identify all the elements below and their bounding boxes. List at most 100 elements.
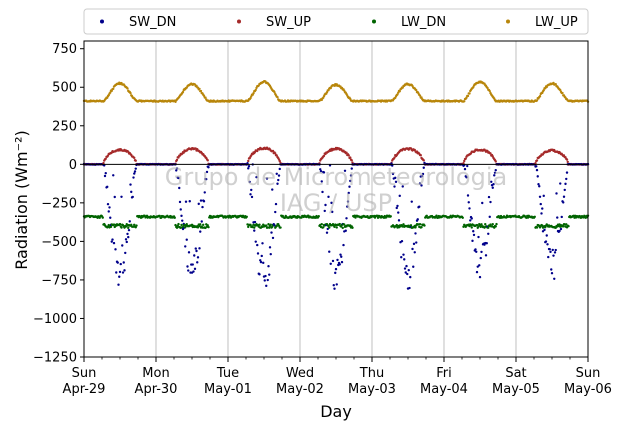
sw-dn-point: [340, 260, 344, 264]
sw-dn-point: [188, 200, 191, 203]
sw-dn-point: [270, 231, 273, 234]
legend-label: LW_UP: [535, 15, 578, 30]
sw-dn-point: [410, 200, 413, 203]
sw-dn-point: [480, 250, 483, 254]
sw-dn-point: [348, 185, 351, 188]
y-tick-label: −250: [41, 196, 77, 211]
sw-dn-point: [559, 227, 563, 231]
sw-up-point: [419, 154, 422, 157]
sw-dn-point: [535, 165, 538, 168]
x-tick-label-date: May-04: [420, 382, 468, 397]
lw-dn-point: [425, 214, 428, 217]
sw-dn-point: [265, 284, 268, 288]
sw-dn-point: [488, 215, 491, 219]
sw-dn-point: [329, 262, 332, 265]
sw-dn-point: [259, 260, 263, 264]
sw-dn-point: [198, 247, 201, 250]
sw-dn-point: [466, 164, 469, 168]
sw-dn-point: [260, 254, 263, 258]
sw-dn-point: [113, 195, 116, 199]
sw-dn-point: [467, 201, 470, 204]
sw-dn-point: [481, 201, 484, 205]
sw-dn-point: [398, 194, 401, 198]
sw-dn-point: [400, 256, 403, 259]
y-tick-label: 500: [52, 81, 77, 96]
sw-dn-point: [538, 195, 542, 198]
legend-box: [83, 8, 589, 35]
sw-dn-point: [112, 174, 115, 177]
sw-up-point: [133, 156, 136, 160]
sw-dn-point: [334, 271, 337, 275]
legend-label: SW_DN: [129, 15, 176, 30]
y-tick-label: −750: [41, 273, 77, 288]
x-tick-label-day: Mon: [142, 366, 169, 381]
sw-dn-point: [196, 261, 199, 264]
sw-dn-point: [553, 251, 557, 254]
sw-dn-point: [493, 171, 497, 175]
legend-label: LW_DN: [401, 15, 446, 30]
lw-dn-point: [389, 215, 392, 218]
sw-dn-point: [175, 167, 179, 170]
sw-dn-point: [394, 176, 397, 180]
sw-dn-point: [331, 210, 334, 214]
sw-dn-point: [262, 261, 265, 265]
sw-dn-point: [475, 270, 479, 274]
sw-dn-point: [412, 242, 416, 246]
sw-up-point: [422, 159, 425, 162]
sw-dn-point: [475, 250, 478, 254]
sw-dn-point: [247, 167, 250, 170]
lw-dn-point: [461, 216, 464, 219]
sw-dn-point: [264, 274, 267, 278]
sw-dn-point: [484, 254, 488, 257]
sw-dn-point: [277, 174, 281, 177]
lw-dn-point: [333, 225, 336, 229]
sw-up-point: [494, 160, 497, 163]
sw-dn-point: [111, 238, 114, 241]
sw-dn-point: [544, 240, 548, 243]
sw-dn-point: [274, 210, 277, 214]
sw-dn-point: [469, 219, 472, 222]
lw-dn-point: [247, 225, 250, 229]
lw-dn-point: [173, 216, 176, 219]
y-axis-title: Radiation (Wm⁻²): [12, 130, 31, 269]
sw-dn-point: [263, 279, 266, 282]
lw-dn-point: [351, 226, 354, 229]
sw-dn-point: [175, 169, 178, 172]
sw-dn-point: [118, 275, 121, 278]
sw-dn-point: [112, 241, 116, 245]
sw-dn-point: [397, 211, 400, 214]
sw-dn-point: [418, 182, 422, 185]
sw-dn-point: [328, 250, 331, 253]
sw-up-point: [535, 159, 539, 162]
lw-dn-point: [343, 223, 346, 226]
sw-dn-point: [549, 250, 552, 254]
lw-dn-point: [423, 224, 426, 227]
sw-dn-point: [550, 268, 553, 271]
sw-dn-point: [489, 200, 492, 204]
sw-dn-point: [493, 174, 496, 177]
sw-dn-point: [334, 267, 338, 271]
sw-dn-point: [178, 200, 182, 204]
sw-dn-point: [391, 164, 394, 167]
lw-dn-point: [101, 216, 104, 219]
sw-dn-point: [331, 259, 335, 263]
sw-dn-point: [109, 216, 112, 219]
sw-dn-point: [396, 204, 399, 208]
sw-dn-point: [487, 232, 490, 235]
sw-dn-point: [193, 254, 196, 257]
y-tick-label: −500: [41, 235, 77, 250]
sw-dn-point: [333, 287, 336, 290]
sw-dn-point: [199, 230, 202, 233]
sw-dn-point: [248, 180, 251, 184]
sw-dn-point: [401, 185, 404, 188]
lw-up-point: [542, 89, 545, 92]
lw-up-point: [463, 100, 466, 103]
lw-up-point: [126, 87, 129, 90]
watermark-line-2: IAG / USP: [280, 189, 392, 217]
lw-up-point: [561, 91, 564, 95]
lw-dn-point: [268, 226, 271, 229]
sw-dn-point: [418, 205, 421, 208]
sw-dn-point: [108, 206, 111, 209]
y-tick-label: −1250: [33, 351, 77, 366]
sw-dn-point: [547, 255, 550, 259]
